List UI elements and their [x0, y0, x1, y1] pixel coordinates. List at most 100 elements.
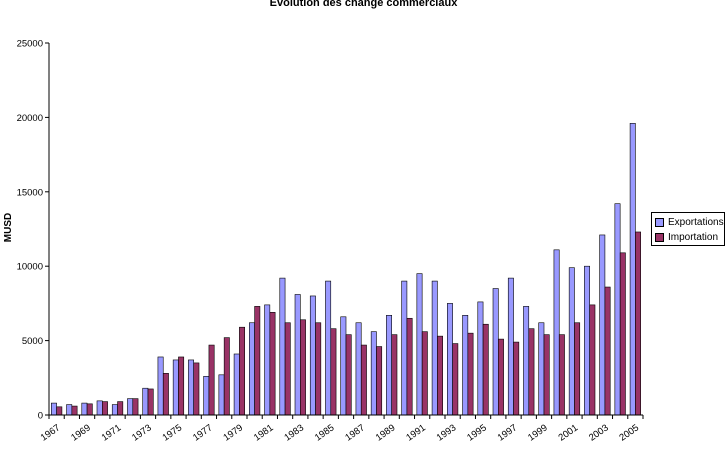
bar-importation-1973: [147, 388, 154, 416]
bar-importation-1969: [86, 403, 93, 416]
x-tick-label: 2005: [617, 422, 641, 443]
bar-exportations-1985: [325, 280, 332, 416]
x-tick-label: 1991: [404, 422, 428, 443]
y-tick-label: 5000: [22, 336, 43, 347]
legend-label-importation: Importation: [668, 232, 719, 243]
bar-exportations-1973: [142, 387, 149, 416]
bar-importation-1987: [360, 344, 367, 416]
bar-importation-1968: [71, 405, 78, 416]
bar-importation-1985: [330, 328, 337, 416]
bar-importation-1991: [421, 331, 428, 416]
bar-exportations-2001: [568, 267, 575, 416]
bar-exportations-1996: [492, 288, 499, 416]
legend-item-importation: Importation: [655, 230, 724, 245]
bar-exportations-1971: [111, 404, 118, 416]
x-tick-label: 1975: [161, 422, 185, 443]
bar-importation-1981: [269, 312, 276, 416]
x-tick-label: 1999: [526, 422, 550, 443]
bar-importation-1995: [482, 323, 489, 416]
bar-importation-1992: [437, 335, 443, 416]
y-tick-label: 15000: [17, 187, 43, 198]
bar-exportations-2002: [584, 265, 590, 416]
bar-importation-1994: [467, 332, 474, 416]
chart-legend: Exportations Importation: [651, 212, 725, 246]
bar-exportations-1967: [51, 402, 57, 416]
x-tick-label: 1969: [69, 422, 93, 443]
bar-exportations-1986: [340, 316, 347, 416]
bar-exportations-1982: [279, 277, 286, 416]
bar-exportations-1970: [96, 400, 103, 416]
bar-exportations-1972: [127, 398, 134, 416]
bar-importation-2005: [635, 231, 641, 416]
bar-exportations-1989: [386, 315, 392, 416]
bar-exportations-1994: [462, 315, 469, 416]
bar-importation-1986: [345, 334, 352, 416]
bar-exportations-1990: [401, 280, 408, 416]
bar-importation-1996: [498, 338, 504, 416]
bar-importation-1983: [300, 319, 306, 416]
bar-importation-1975: [178, 356, 185, 416]
bar-importation-1978: [223, 337, 230, 416]
bar-exportations-1999: [538, 322, 545, 416]
bar-exportations-1984: [309, 295, 316, 416]
bar-exportations-2004: [614, 203, 621, 416]
x-tick-label: 1973: [130, 422, 154, 443]
bar-exportations-1977: [203, 376, 210, 416]
bar-exportations-1987: [355, 322, 362, 416]
bar-importation-1979: [239, 326, 245, 416]
bar-importation-1999: [543, 334, 550, 416]
bar-importation-1998: [528, 328, 535, 416]
bar-importation-1972: [132, 398, 139, 416]
bar-importation-1977: [208, 344, 215, 416]
x-tick-label: 1987: [343, 422, 367, 443]
bar-exportations-2003: [599, 234, 606, 416]
legend-swatch-exportations: [655, 218, 664, 227]
x-tick-label: 1989: [374, 422, 398, 443]
x-tick-label: 1993: [435, 422, 459, 443]
x-tick-label: 1981: [252, 422, 276, 443]
bar-importation-1990: [406, 317, 413, 416]
x-tick-label: 1985: [313, 422, 337, 443]
bar-importation-2002: [589, 304, 596, 416]
y-tick-label: 25000: [17, 39, 43, 50]
bar-importation-1989: [391, 334, 398, 416]
bar-exportations-1995: [477, 301, 484, 416]
bar-exportations-1998: [523, 306, 530, 416]
bar-importation-1971: [117, 401, 124, 416]
x-tick-label: 1983: [282, 422, 306, 443]
x-tick-label: 1979: [221, 422, 245, 443]
x-tick-label: 1995: [465, 422, 489, 443]
y-tick-label: 10000: [17, 262, 43, 273]
bar-exportations-1992: [431, 280, 438, 416]
bar-exportations-1983: [294, 294, 301, 416]
bar-exportations-1976: [188, 359, 194, 416]
bar-importation-1993: [452, 343, 459, 416]
x-tick-label: 1967: [39, 422, 63, 443]
bar-exportations-1981: [264, 304, 271, 416]
chart-title: Evolution des change commerciaux: [269, 0, 458, 9]
bar-importation-1997: [513, 341, 520, 416]
y-tick-label: 20000: [17, 113, 43, 124]
x-tick-label: 2003: [587, 422, 611, 443]
bar-importation-1988: [376, 346, 383, 416]
bar-importation-2000: [558, 334, 565, 416]
legend-item-exportations: Exportations: [655, 215, 724, 230]
bar-importation-2004: [619, 252, 626, 416]
bar-importation-1967: [56, 406, 63, 416]
bar-importation-1980: [254, 306, 261, 416]
bar-importation-1982: [284, 322, 291, 416]
bar-exportations-2005: [629, 123, 636, 416]
bar-exportations-1997: [507, 277, 514, 416]
bar-exportations-1974: [157, 356, 164, 416]
bar-importation-1984: [315, 322, 322, 416]
bar-exportations-1993: [447, 303, 453, 416]
bar-exportations-1968: [66, 404, 73, 416]
bar-exportations-1979: [233, 353, 240, 416]
bar-importation-1976: [193, 362, 200, 416]
bar-importation-2001: [574, 322, 581, 416]
bar-exportations-2000: [553, 249, 560, 416]
y-tick-label: 0: [38, 411, 43, 422]
bar-exportations-1978: [218, 374, 225, 416]
bar-importation-1970: [102, 401, 108, 416]
